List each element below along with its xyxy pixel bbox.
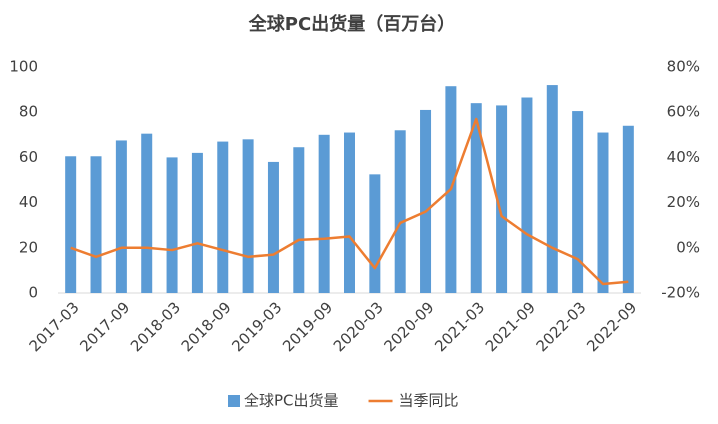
bar: [369, 174, 381, 293]
chart-title: 全球PC出货量（百万台）: [248, 13, 455, 35]
y-tick-label: 20: [19, 238, 38, 256]
bar: [217, 141, 229, 293]
bar: [496, 105, 508, 293]
bar: [65, 156, 77, 293]
y-tick-label: 100: [9, 58, 38, 76]
bar: [597, 132, 609, 293]
bar: [267, 161, 279, 293]
legend-label: 当季同比: [399, 392, 459, 410]
bar: [344, 132, 355, 293]
y2-tick-label: -20%: [661, 284, 700, 302]
bar: [166, 157, 178, 293]
bar: [115, 140, 127, 293]
y2-tick-label: 60%: [667, 103, 700, 121]
legend-swatch: [228, 395, 240, 407]
bar: [191, 152, 203, 293]
bar: [90, 156, 102, 293]
y2-tick-label: 80%: [667, 58, 700, 76]
y2-tick-label: 40%: [667, 148, 700, 166]
bar: [293, 147, 305, 293]
legend-label: 全球PC出货量: [244, 392, 339, 410]
bar: [242, 139, 254, 293]
bar: [141, 133, 153, 293]
y-tick-label: 40: [19, 193, 38, 211]
bar: [420, 109, 432, 293]
y2-tick-label: 0%: [676, 238, 700, 256]
bar: [546, 85, 558, 293]
bar: [318, 134, 330, 293]
bar: [521, 97, 533, 293]
bar: [572, 111, 584, 293]
y-tick-label: 60: [19, 148, 38, 166]
line: [70, 117, 629, 286]
y2-tick-label: 20%: [667, 193, 700, 211]
y-tick-label: 0: [28, 284, 38, 302]
bar: [470, 103, 482, 293]
bar: [622, 125, 634, 293]
bar: [394, 130, 406, 293]
y-tick-label: 80: [19, 103, 38, 121]
